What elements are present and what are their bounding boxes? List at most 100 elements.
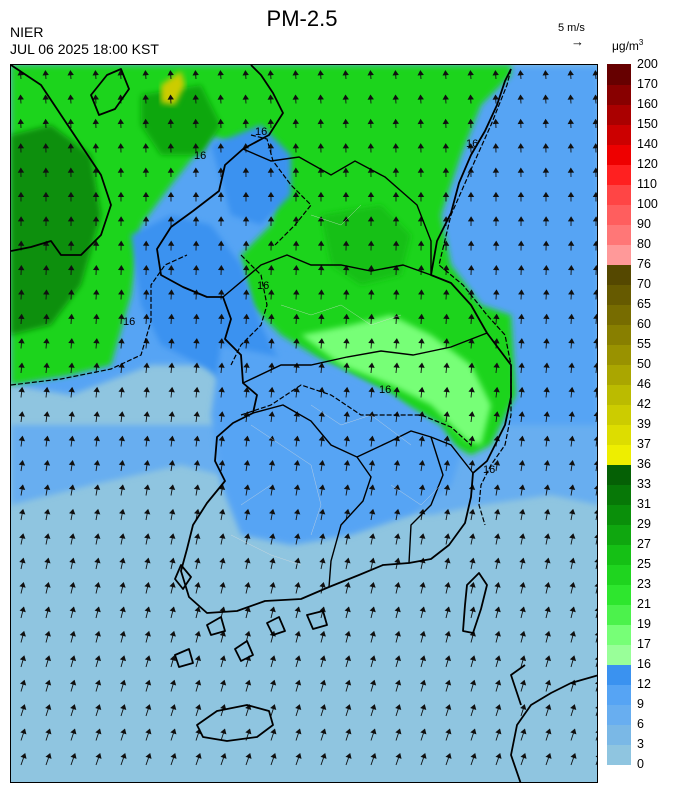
wind-arrow-head: [492, 191, 500, 198]
wind-arrow-head: [267, 167, 275, 173]
wind-arrow-head: [595, 731, 597, 733]
wind-arrow-head: [17, 264, 25, 271]
wind-arrow-head: [467, 264, 475, 271]
pm25-colorbar: [607, 64, 631, 765]
wind-arrow-head: [442, 191, 450, 198]
wind-arrow-head: [18, 313, 25, 320]
wind-arrow-head: [344, 606, 351, 613]
wind-arrow-head: [194, 508, 201, 515]
wind-arrow-head: [67, 118, 75, 125]
wind-arrow-head: [117, 240, 125, 246]
wind-arrow-head: [67, 94, 74, 100]
wind-arrow-head: [67, 216, 75, 222]
wind-arrow-head: [543, 289, 550, 295]
wind-arrow-head: [592, 118, 597, 125]
colorbar-segment: [607, 564, 631, 585]
wind-arrow-head: [518, 435, 526, 442]
wind-arrow-head: [494, 557, 501, 564]
wind-arrow-head: [569, 630, 576, 637]
wind-arrow-head: [318, 338, 325, 344]
wind-arrow-head: [44, 533, 51, 539]
wind-arrow-head: [167, 167, 175, 173]
wind-arrow-head: [268, 338, 275, 344]
colorbar-tick-label: 50: [637, 357, 651, 371]
wind-arrow-head: [444, 508, 451, 515]
wind-arrow-head: [145, 728, 152, 735]
wind-arrow-head: [242, 264, 250, 271]
forecast-datetime: JUL 06 2025 18:00 KST: [10, 41, 159, 57]
wind-arrow-head: [593, 411, 597, 417]
colorbar-tick-label: 46: [637, 377, 651, 391]
province-borders: [222, 148, 488, 588]
wind-arrow-head: [495, 679, 502, 686]
wind-arrow-head: [493, 484, 501, 491]
wind-arrow-head: [444, 606, 451, 613]
wind-arrow-head: [267, 264, 275, 271]
wind-arrow-head: [419, 655, 427, 662]
wind-arrow-head: [19, 630, 26, 637]
wind-arrow-head: [142, 191, 150, 198]
wind-arrow-head: [93, 484, 101, 491]
wind-arrow-head: [370, 679, 377, 686]
wind-arrow-head: [294, 630, 301, 637]
colorbar-segment: [607, 304, 631, 325]
wind-arrow-head: [242, 216, 250, 222]
wind-arrow-head: [395, 728, 402, 735]
wind-arrow-head: [95, 704, 102, 710]
colorbar-segment: [607, 704, 631, 725]
wind-arrow-head: [168, 313, 175, 320]
wind-arrow-head: [542, 94, 549, 100]
wind-arrow-head: [92, 191, 100, 198]
wind-arrow-head: [417, 94, 424, 100]
wind-arrow-head: [319, 582, 326, 588]
southwest-islands: [174, 564, 328, 668]
wind-arrow-head: [242, 94, 249, 100]
wind-arrow-head: [243, 362, 250, 368]
wind-arrow-head: [543, 411, 550, 417]
wind-arrow-head: [43, 460, 51, 466]
wind-arrow-head: [469, 582, 476, 588]
wind-arrow-head: [467, 118, 475, 125]
colorbar-tick-label: 140: [637, 137, 658, 151]
wind-arrow-head: [369, 630, 376, 637]
wind-arrow-head: [320, 704, 327, 710]
wind-arrow-head: [245, 728, 252, 735]
wind-arrow-head: [343, 460, 351, 466]
wind-arrow-head: [494, 655, 502, 662]
wind-arrow-head: [268, 362, 275, 368]
wind-arrow-head: [594, 632, 597, 636]
wind-arrow-head: [170, 728, 177, 735]
wind-arrow-head: [68, 289, 75, 295]
wind-arrow-head: [68, 435, 76, 442]
wind-arrow-head: [392, 167, 400, 173]
wind-arrow-head: [142, 94, 149, 100]
colorbar-segment: [607, 84, 631, 105]
wind-arrow-head: [518, 411, 525, 417]
wind-arrow-head: [194, 582, 201, 588]
wind-arrow-head: [517, 167, 525, 173]
wind-arrow-head: [243, 289, 250, 295]
wind-arrow-head: [517, 264, 525, 271]
wind-arrow-head: [144, 655, 152, 662]
wind-arrow-head: [95, 679, 102, 686]
wind-arrow-head: [192, 118, 200, 125]
wind-arrow-head: [393, 338, 400, 344]
wind-arrow-head: [167, 240, 175, 246]
wind-arrow-head: [494, 582, 501, 588]
wind-arrow-head: [368, 313, 375, 320]
wind-arrow-head: [395, 679, 402, 686]
wind-arrow-head: [568, 289, 575, 295]
wind-arrow-head: [118, 313, 125, 320]
wind-arrow-head: [17, 240, 25, 246]
wind-arrow-head: [93, 313, 100, 320]
wind-arrow-head: [392, 143, 400, 149]
wind-arrow-head: [318, 484, 326, 491]
wind-arrow-head: [594, 559, 597, 563]
wind-arrow-head: [417, 191, 425, 198]
wind-arrow-head: [367, 264, 375, 271]
wind-arrow-head: [318, 460, 326, 466]
wind-arrow-head: [144, 533, 151, 539]
wind-arrow-head: [568, 435, 576, 442]
wind-arrow-head: [317, 94, 324, 100]
wind-arrow-head: [67, 191, 75, 198]
